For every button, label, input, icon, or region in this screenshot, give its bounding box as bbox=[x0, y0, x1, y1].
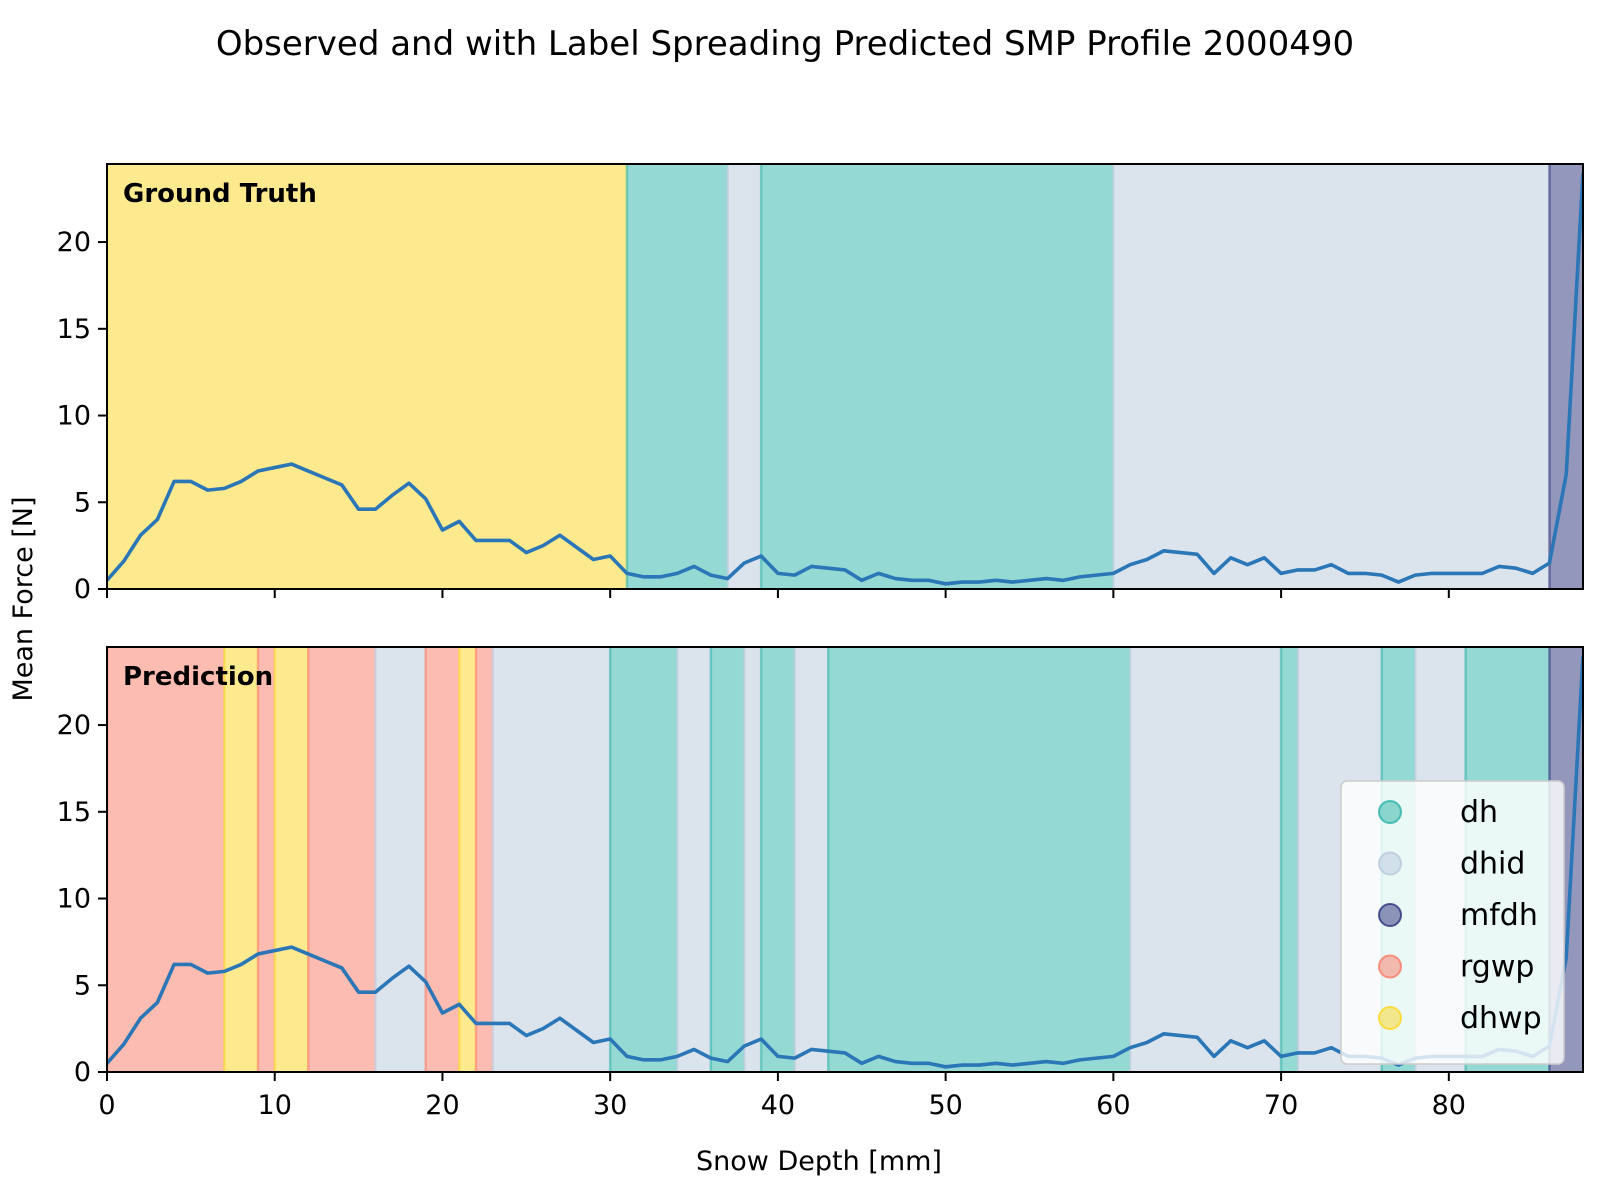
plot-frame bbox=[106, 163, 1584, 590]
legend-label-mfdh: mfdh bbox=[1460, 898, 1538, 933]
panel-label: Prediction bbox=[123, 662, 273, 692]
legend-label-dhwp: dhwp bbox=[1460, 1001, 1542, 1036]
chart-title: Observed and with Label Spreading Predic… bbox=[216, 24, 1354, 64]
segment-dh bbox=[761, 164, 1114, 589]
legend-label-dhid: dhid bbox=[1460, 847, 1525, 882]
legend-marker-dhwp bbox=[1378, 1006, 1402, 1030]
y-tick-label: 5 bbox=[74, 487, 91, 518]
segment-rgwp bbox=[107, 647, 225, 1072]
x-tick-label: 50 bbox=[928, 1090, 962, 1121]
segment-dh bbox=[828, 647, 1131, 1072]
segment-dhwp bbox=[107, 164, 627, 589]
x-axis-label: Snow Depth [mm] bbox=[696, 1146, 942, 1177]
segment-dh bbox=[1281, 647, 1298, 1072]
x-tick-label: 0 bbox=[98, 1090, 115, 1121]
segment-dh bbox=[610, 647, 678, 1072]
legend-marker-dhid bbox=[1378, 851, 1402, 876]
legend-box bbox=[1340, 780, 1565, 1065]
y-tick-label: 20 bbox=[57, 227, 91, 258]
class-segments bbox=[107, 164, 1583, 589]
segment-mfdh bbox=[1549, 164, 1583, 589]
panel-label: Ground Truth bbox=[123, 179, 317, 209]
legend-marker-dh bbox=[1378, 800, 1402, 824]
x-tick-label: 10 bbox=[258, 1090, 292, 1121]
segment-rgwp bbox=[476, 647, 493, 1072]
legend-label-dh: dh bbox=[1460, 795, 1498, 830]
legend-marker-mfdh bbox=[1378, 903, 1402, 927]
segment-dhid bbox=[744, 647, 762, 1072]
segment-dhid bbox=[375, 647, 426, 1072]
segment-dhwp bbox=[274, 647, 309, 1072]
segment-dhid bbox=[727, 164, 762, 589]
y-tick-label: 10 bbox=[57, 401, 91, 432]
segment-rgwp bbox=[425, 647, 460, 1072]
y-axis-label: Mean Force [N] bbox=[8, 496, 39, 701]
panel-ground-truth: 0 5 10 15 20 Ground Truth bbox=[57, 163, 1584, 605]
series-line bbox=[107, 172, 1583, 586]
segment-dh bbox=[761, 647, 795, 1072]
y-tick-label: 5 bbox=[74, 970, 91, 1001]
y-tick-label: 10 bbox=[57, 884, 91, 915]
segment-dhid bbox=[677, 647, 711, 1072]
x-tick-label: 20 bbox=[425, 1090, 459, 1121]
series-line bbox=[107, 655, 1583, 1069]
y-tick-label: 0 bbox=[74, 574, 91, 605]
y-tick-label: 0 bbox=[74, 1057, 91, 1088]
legend-marker-rgwp bbox=[1378, 954, 1402, 979]
segment-dhwp bbox=[459, 647, 476, 1072]
legend-label-rgwp: rgwp bbox=[1460, 950, 1534, 985]
y-tick-label: 15 bbox=[57, 797, 91, 828]
segment-dh bbox=[626, 164, 728, 589]
x-tick-label: 40 bbox=[761, 1090, 795, 1121]
x-tick-label: 30 bbox=[593, 1090, 627, 1121]
segment-dhwp bbox=[224, 647, 258, 1072]
segment-dh bbox=[710, 647, 745, 1072]
segment-rgwp bbox=[308, 647, 376, 1072]
x-tick-label: 70 bbox=[1264, 1090, 1298, 1121]
legend: dh dhid mfdh rgwp dhwp bbox=[1340, 780, 1565, 1065]
segment-dhid bbox=[1113, 164, 1550, 589]
segment-rgwp bbox=[257, 647, 275, 1072]
y-tick-label: 15 bbox=[57, 314, 91, 345]
segment-dhid bbox=[794, 647, 829, 1072]
x-tick-label: 60 bbox=[1096, 1090, 1130, 1121]
segment-dhid bbox=[1130, 647, 1282, 1072]
segment-dhid bbox=[492, 647, 611, 1072]
y-tick-label: 20 bbox=[57, 710, 91, 741]
panels: 0 5 10 15 20 Ground Truth 0 5 10 15 20 0 10 20 30 40 50 6… bbox=[57, 163, 1584, 1121]
plot-frame bbox=[106, 646, 1584, 1073]
x-tick-label: 80 bbox=[1432, 1090, 1466, 1121]
